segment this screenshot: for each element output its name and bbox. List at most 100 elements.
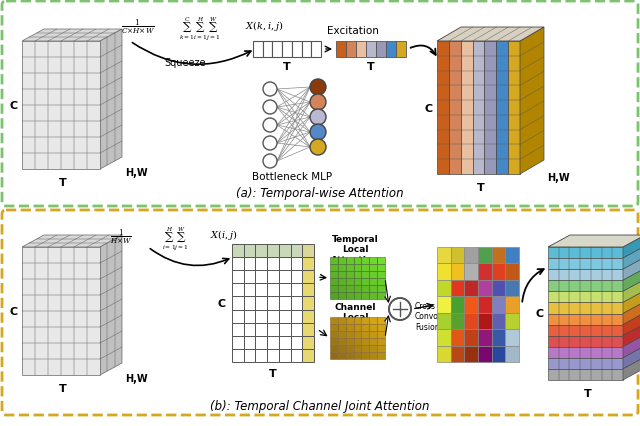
Bar	[232, 336, 244, 349]
Text: Temporal
Local
Attention: Temporal Local Attention	[331, 234, 380, 264]
Bar	[362, 278, 369, 285]
Circle shape	[310, 95, 326, 111]
Bar	[255, 257, 267, 271]
Bar	[346, 338, 353, 345]
Bar	[492, 248, 506, 264]
Bar	[353, 324, 362, 331]
Circle shape	[263, 155, 277, 169]
Bar	[330, 257, 338, 265]
Bar	[376, 42, 386, 58]
Circle shape	[389, 298, 411, 320]
Bar	[244, 297, 255, 310]
Text: $\frac{1}{C{\times}H{\times}W}$: $\frac{1}{C{\times}H{\times}W}$	[121, 18, 155, 37]
Bar	[279, 310, 291, 323]
Bar	[492, 346, 506, 362]
Bar	[353, 285, 362, 292]
Bar	[451, 280, 465, 296]
Bar	[267, 349, 279, 362]
Bar	[273, 42, 282, 58]
Bar	[291, 257, 302, 271]
Bar	[291, 271, 302, 284]
Bar	[282, 42, 292, 58]
Bar	[255, 271, 267, 284]
Bar	[465, 280, 478, 296]
Bar	[506, 346, 519, 362]
Bar	[302, 310, 314, 323]
Bar	[548, 248, 623, 259]
Bar	[346, 324, 353, 331]
Bar	[369, 257, 377, 265]
Bar	[330, 338, 338, 345]
Bar	[232, 284, 244, 297]
Bar	[267, 297, 279, 310]
Bar	[484, 42, 496, 175]
Bar	[232, 310, 244, 323]
Bar	[377, 317, 385, 324]
Text: Excitation: Excitation	[327, 26, 379, 36]
Bar	[244, 245, 255, 257]
Text: $X(k,i,j)$: $X(k,i,j)$	[245, 19, 284, 33]
Bar	[492, 264, 506, 280]
Bar	[362, 265, 369, 271]
Bar	[437, 329, 451, 346]
Polygon shape	[22, 42, 100, 170]
Text: C: C	[536, 309, 544, 319]
Bar	[369, 265, 377, 271]
Bar	[362, 324, 369, 331]
Text: C: C	[10, 306, 18, 316]
Bar	[377, 265, 385, 271]
Bar	[369, 271, 377, 278]
Bar	[279, 336, 291, 349]
Bar	[338, 265, 346, 271]
Bar	[369, 317, 377, 324]
Bar	[302, 297, 314, 310]
Bar	[377, 338, 385, 345]
Bar	[377, 345, 385, 352]
Bar	[465, 313, 478, 329]
Bar	[346, 345, 353, 352]
Circle shape	[263, 119, 277, 132]
Bar	[232, 349, 244, 362]
Bar	[369, 345, 377, 352]
Bar	[451, 296, 465, 313]
Bar	[465, 248, 478, 264]
Bar	[548, 292, 623, 303]
Bar	[346, 265, 353, 271]
Bar	[492, 313, 506, 329]
Bar	[338, 278, 346, 285]
Polygon shape	[623, 324, 640, 347]
Bar	[369, 292, 377, 299]
Polygon shape	[623, 280, 640, 303]
Bar	[437, 346, 451, 362]
Text: (b): Temporal Channel Joint Attention: (b): Temporal Channel Joint Attention	[211, 399, 429, 412]
Bar	[369, 324, 377, 331]
Bar	[377, 271, 385, 278]
Bar	[338, 345, 346, 352]
Bar	[291, 349, 302, 362]
FancyBboxPatch shape	[2, 2, 638, 207]
Bar	[437, 313, 451, 329]
Bar	[267, 310, 279, 323]
Text: $\sum_{k=1}^{C}\sum_{i=1}^{H}\sum_{j=1}^{W}$: $\sum_{k=1}^{C}\sum_{i=1}^{H}\sum_{j=1}^…	[179, 16, 221, 43]
Bar	[338, 271, 346, 278]
Bar	[279, 245, 291, 257]
Bar	[548, 347, 623, 358]
Bar	[291, 310, 302, 323]
Bar	[346, 257, 353, 265]
Bar	[362, 317, 369, 324]
Bar	[492, 280, 506, 296]
Bar	[548, 336, 623, 347]
Bar	[548, 325, 623, 336]
Bar	[353, 345, 362, 352]
Bar	[506, 313, 519, 329]
Bar	[548, 358, 623, 369]
Bar	[291, 297, 302, 310]
Bar	[353, 292, 362, 299]
Bar	[478, 329, 492, 346]
Text: C: C	[218, 298, 226, 308]
Bar	[353, 352, 362, 359]
Text: $\frac{1}{H{\times}W}$: $\frac{1}{H{\times}W}$	[109, 227, 132, 247]
Circle shape	[263, 101, 277, 115]
Bar	[232, 271, 244, 284]
Polygon shape	[22, 30, 122, 42]
